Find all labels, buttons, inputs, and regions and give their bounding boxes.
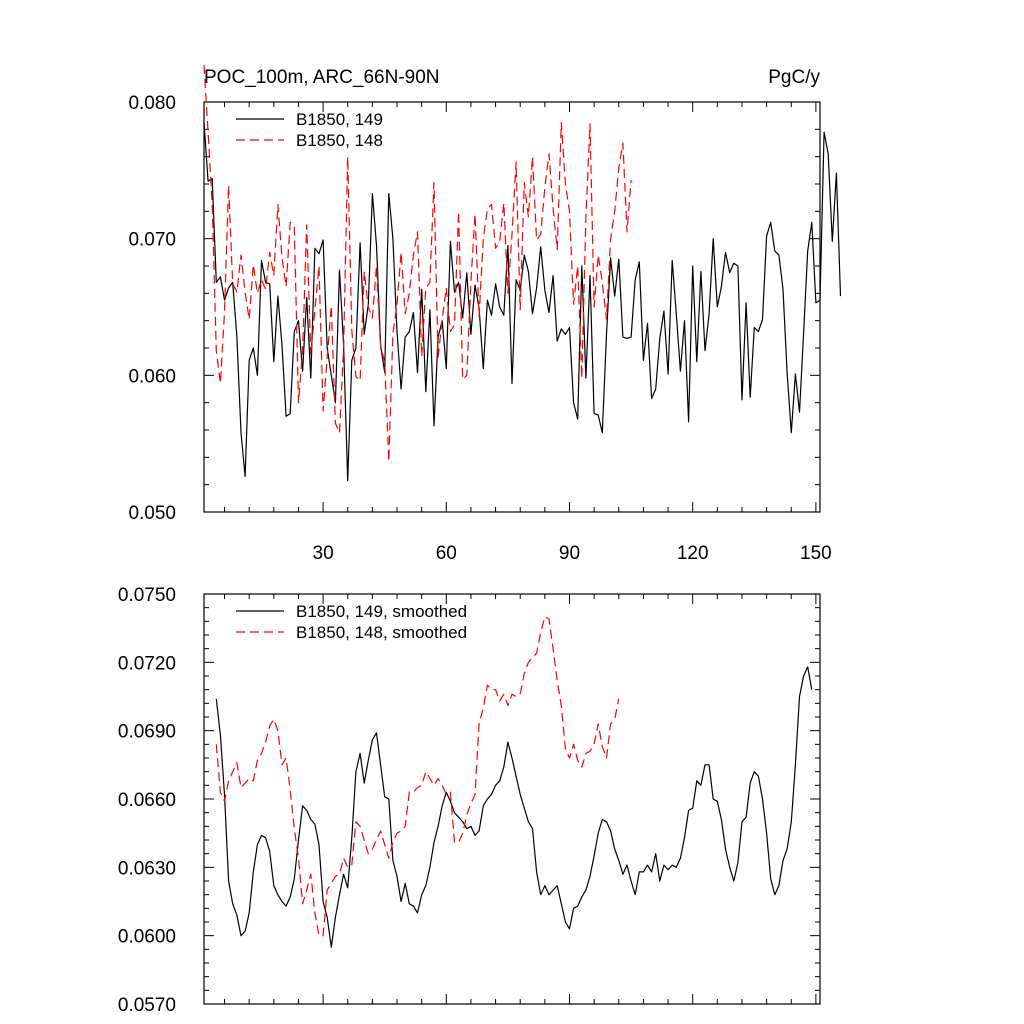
y-tick-label: 0.060 [128,366,176,387]
y-tick-label: 0.080 [128,93,176,114]
legend-label: B1850, 148, smoothed [296,623,467,642]
x-tick-label: 120 [677,543,709,564]
series-line-run-149 [215,666,813,948]
y-tick-label: 0.0690 [118,722,176,743]
y-tick-label: 0.070 [128,230,176,251]
panel-bottom: 0.0570 0.0600 0.0630 0.0660 0.0690 0.0720 0.07… [118,585,821,1016]
y-tick-label: 0.050 [128,503,176,524]
series-top [203,65,842,482]
x-tick-label: 150 [800,543,832,564]
series-bottom [215,616,813,948]
y-tick-label: 0.0660 [118,790,176,811]
y-tick-label: 0.0750 [118,585,176,606]
legend-label: B1850, 149 [296,110,383,129]
x-tick-label: 90 [559,543,580,564]
y-tick-label: 0.0630 [118,858,176,879]
series-line-run-148 [203,65,632,462]
y-tick-label: 0.0720 [118,653,176,674]
chart-title: POC_100m, ARC_66N-90N [204,67,440,88]
legend-label: B1850, 148 [296,131,383,150]
legend-top: B1850, 149 B1850, 148 [236,110,383,150]
axes-top: 30 60 90 120 150 0.050 0.060 0.070 0.080 [128,93,831,564]
y-tick-label: 0.0570 [118,995,176,1016]
axes-bottom: 0.0570 0.0600 0.0630 0.0660 0.0690 0.0720 0.07… [118,585,820,1016]
plot-frame-top [203,101,821,513]
legend-label: B1850, 149, smoothed [296,602,467,621]
series-line-run-148 [215,616,620,937]
panel-top: POC_100m, ARC_66N-90N PgC/y 30 60 90 120 150… [128,65,842,564]
series-line-run-149 [203,122,842,482]
units-label: PgC/y [768,67,820,88]
y-tick-label: 0.0600 [118,927,176,948]
plot-frame-bottom [203,593,821,1005]
x-tick-label: 60 [436,543,457,564]
legend-bottom: B1850, 149, smoothed B1850, 148, smoothed [236,602,467,642]
x-tick-label: 30 [313,543,334,564]
